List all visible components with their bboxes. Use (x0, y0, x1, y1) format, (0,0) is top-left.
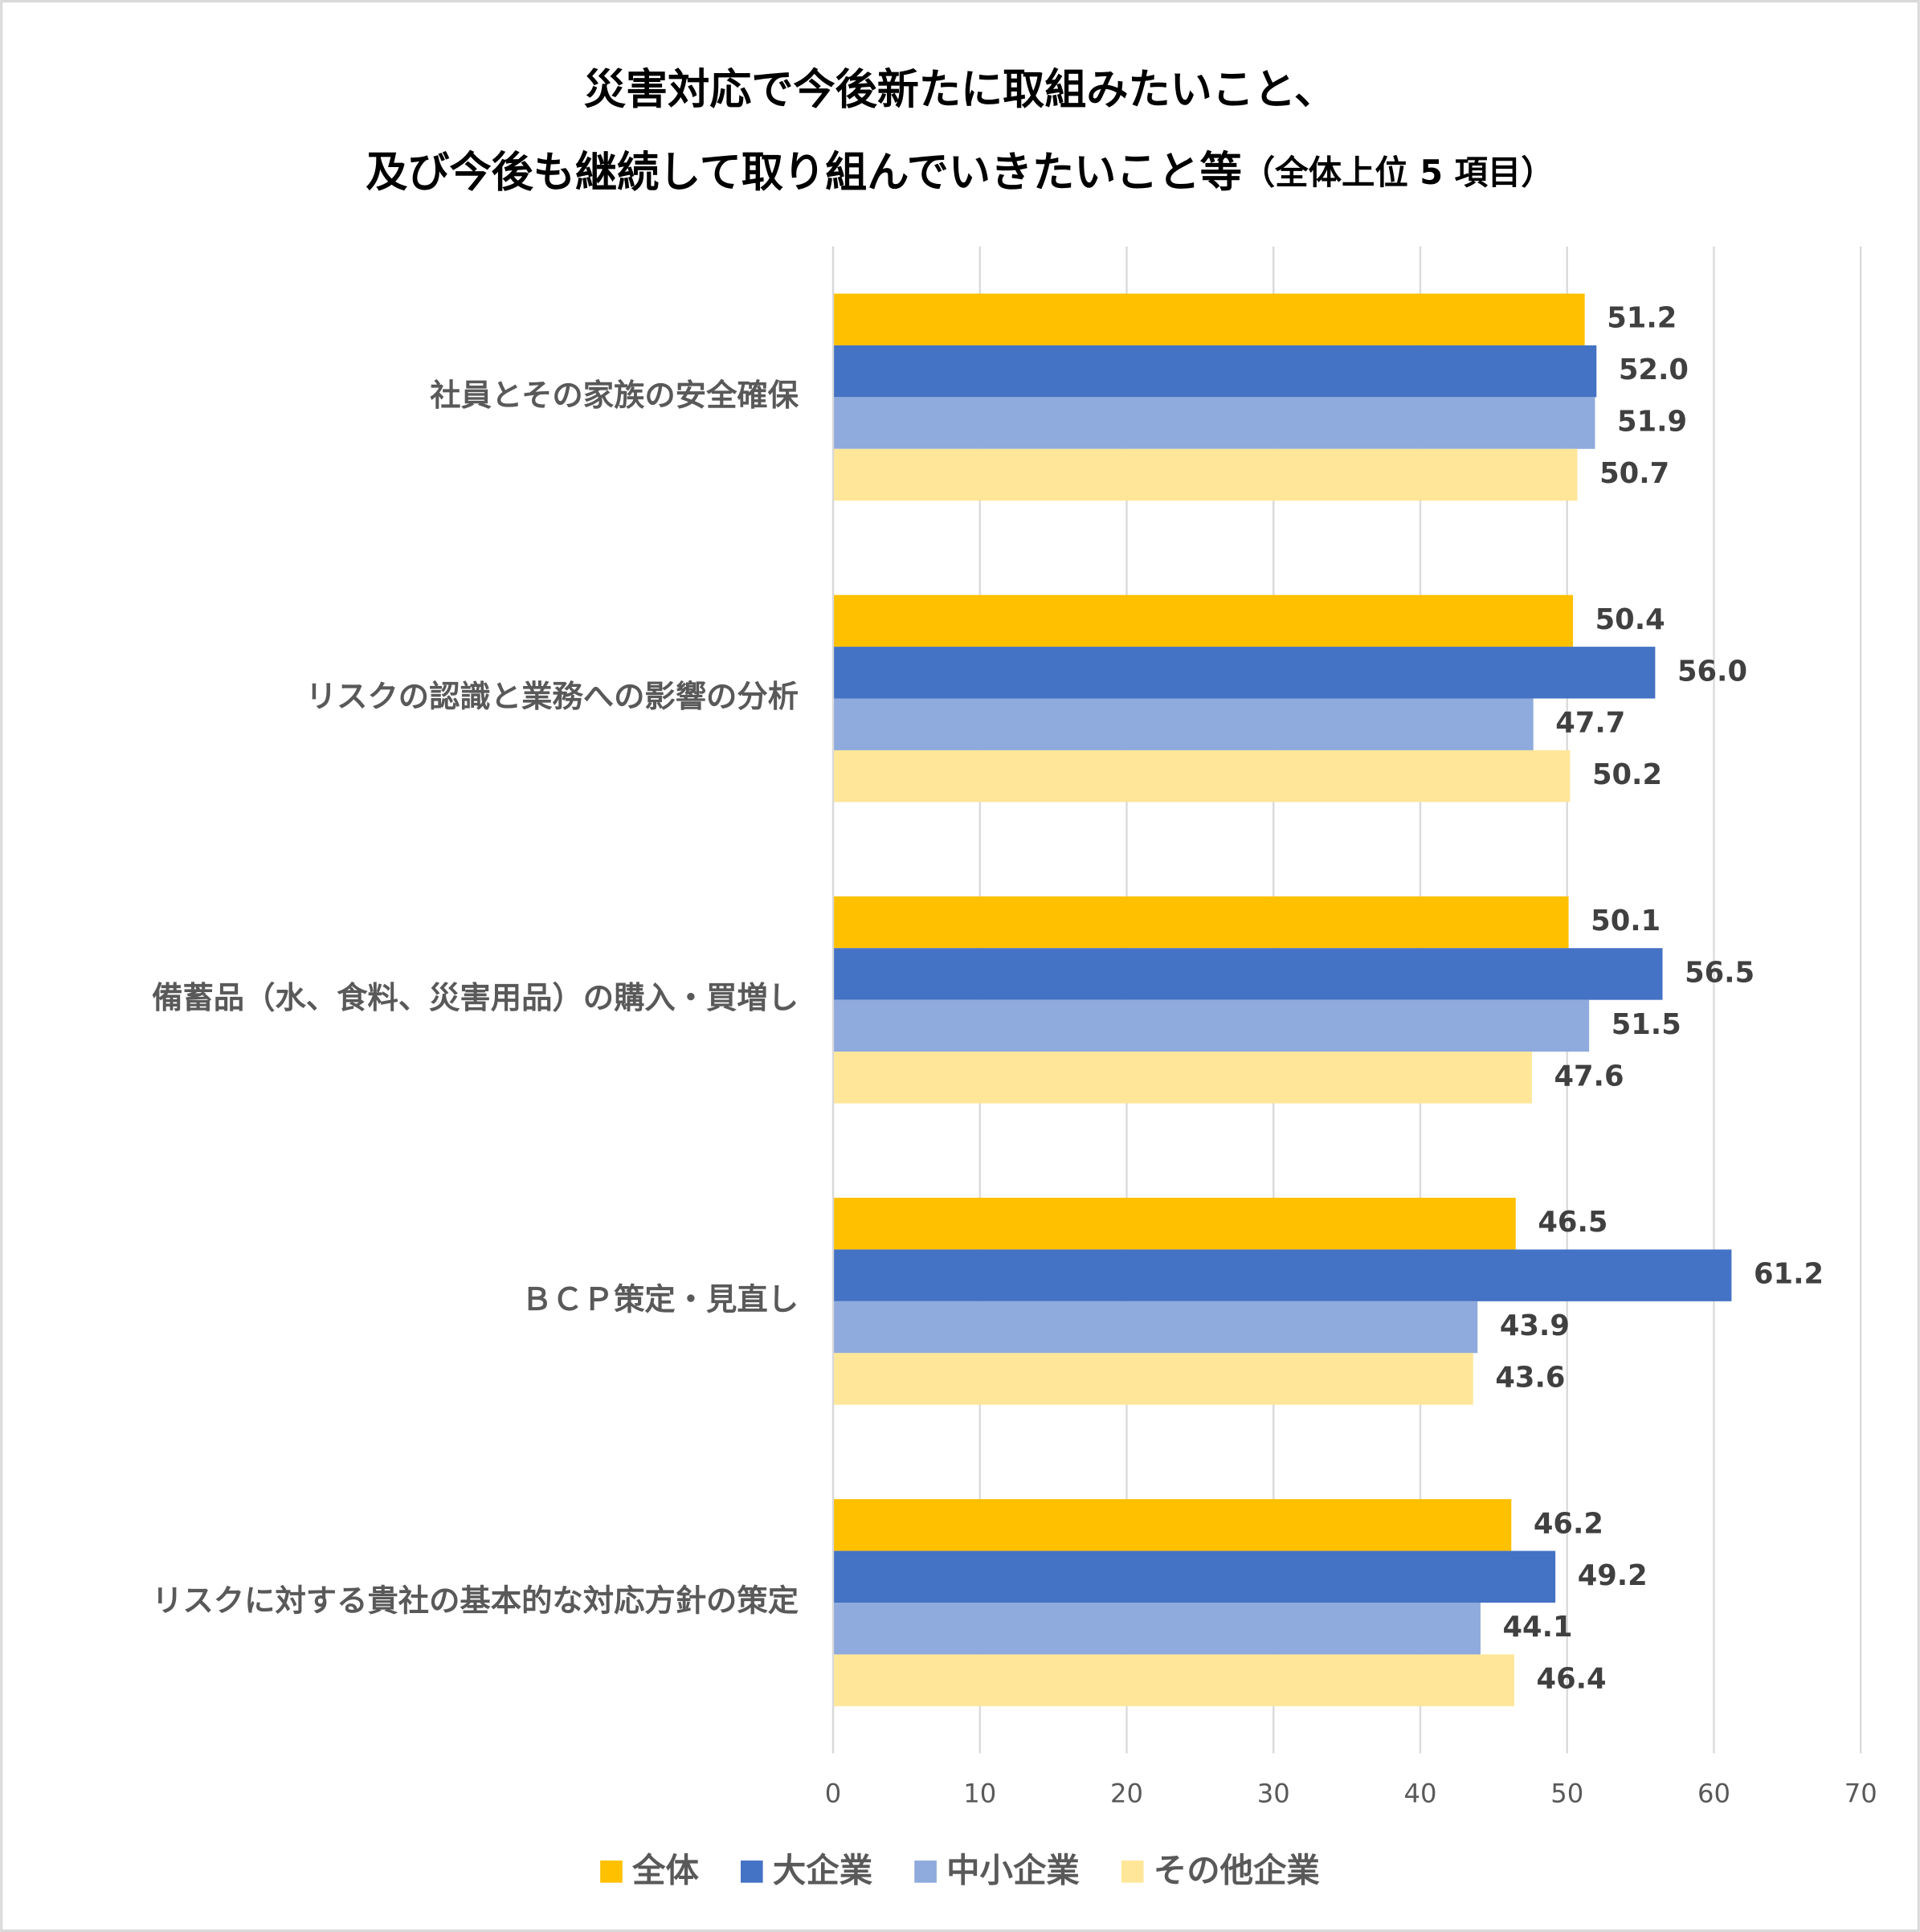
value-label: 50.1 (1591, 905, 1661, 937)
value-label: 56.0 (1677, 655, 1747, 688)
value-label: 43.9 (1500, 1309, 1570, 1342)
bar (833, 1353, 1473, 1405)
value-label: 46.2 (1534, 1507, 1603, 1540)
value-label: 47.6 (1554, 1060, 1624, 1093)
value-label: 50.2 (1592, 758, 1662, 791)
x-tick-label: 10 (963, 1779, 996, 1809)
bar (833, 698, 1534, 750)
value-label: 56.5 (1685, 956, 1755, 989)
y-tick-label: リスクの認識と業務への影響の分析 (306, 679, 799, 715)
legend-swatch (741, 1861, 763, 1883)
bar (833, 397, 1595, 449)
value-label: 51.2 (1607, 302, 1677, 335)
y-tick-label: 備蓄品（水、食料、災害用品）の購入・買増し (152, 980, 799, 1016)
legend-swatch (1121, 1861, 1144, 1883)
value-label: 51.5 (1612, 1008, 1681, 1041)
bar (833, 1249, 1732, 1301)
x-tick-label: 60 (1697, 1779, 1730, 1809)
legend: 全体 大企業 中小企業 その他企業 (600, 1851, 1320, 1889)
bar (833, 293, 1585, 345)
x-tick-label: 70 (1844, 1779, 1877, 1809)
bar (833, 1654, 1514, 1706)
bar (833, 594, 1574, 647)
legend-label: 大企業 (773, 1851, 873, 1889)
value-label: 46.4 (1537, 1663, 1607, 1696)
bar (833, 448, 1578, 501)
chart-title: 災害対応で今後新たに取組みたいこと、 (584, 66, 1336, 114)
chart-title: 及び今後も継続して取り組んでいきたいこと等（全体上位 5 項目） (366, 149, 1554, 197)
bar (833, 1052, 1532, 1104)
bar (833, 1550, 1556, 1603)
legend-swatch (600, 1861, 623, 1883)
bar (833, 896, 1569, 949)
value-label: 47.7 (1555, 707, 1625, 740)
bar (833, 1301, 1478, 1354)
legend-label: その他企業 (1154, 1851, 1321, 1889)
bar (833, 1197, 1516, 1250)
bar (833, 647, 1656, 699)
value-label: 46.5 (1538, 1206, 1607, 1239)
value-label: 52.0 (1619, 353, 1689, 386)
chart-title-line: 及び今後も継続して取り組んでいきたいこと等 (366, 149, 1241, 197)
x-tick-label: 40 (1404, 1779, 1437, 1809)
y-tick-label: 社員とその家族の安全確保 (430, 378, 799, 414)
value-label: 50.4 (1595, 603, 1665, 636)
bar (833, 750, 1571, 803)
y-tick-label: リスクに対する貴社の基本的な対応方針の策定 (152, 1583, 799, 1620)
legend-label: 全体 (631, 1851, 699, 1889)
chart-title-note: （全体上位 5 項目） (1242, 153, 1554, 192)
legend-swatch (914, 1861, 937, 1883)
bar (833, 1499, 1512, 1551)
bar (833, 345, 1597, 398)
x-tick-label: 50 (1550, 1779, 1583, 1809)
x-tick-label: 0 (825, 1779, 841, 1809)
value-label: 61.2 (1754, 1258, 1824, 1291)
value-label: 51.9 (1617, 406, 1687, 439)
x-tick-label: 30 (1257, 1779, 1290, 1809)
value-label: 44.1 (1503, 1611, 1573, 1644)
y-tick-label: ＢＣＰ策定・見直し (521, 1281, 799, 1317)
x-tick-label: 20 (1110, 1779, 1143, 1809)
value-label: 50.7 (1599, 457, 1669, 490)
value-label: 43.6 (1495, 1362, 1565, 1395)
legend-label: 中小企業 (946, 1851, 1080, 1889)
value-label: 49.2 (1578, 1559, 1648, 1592)
bar (833, 999, 1590, 1052)
bar (833, 948, 1663, 1000)
bar (833, 1603, 1481, 1655)
